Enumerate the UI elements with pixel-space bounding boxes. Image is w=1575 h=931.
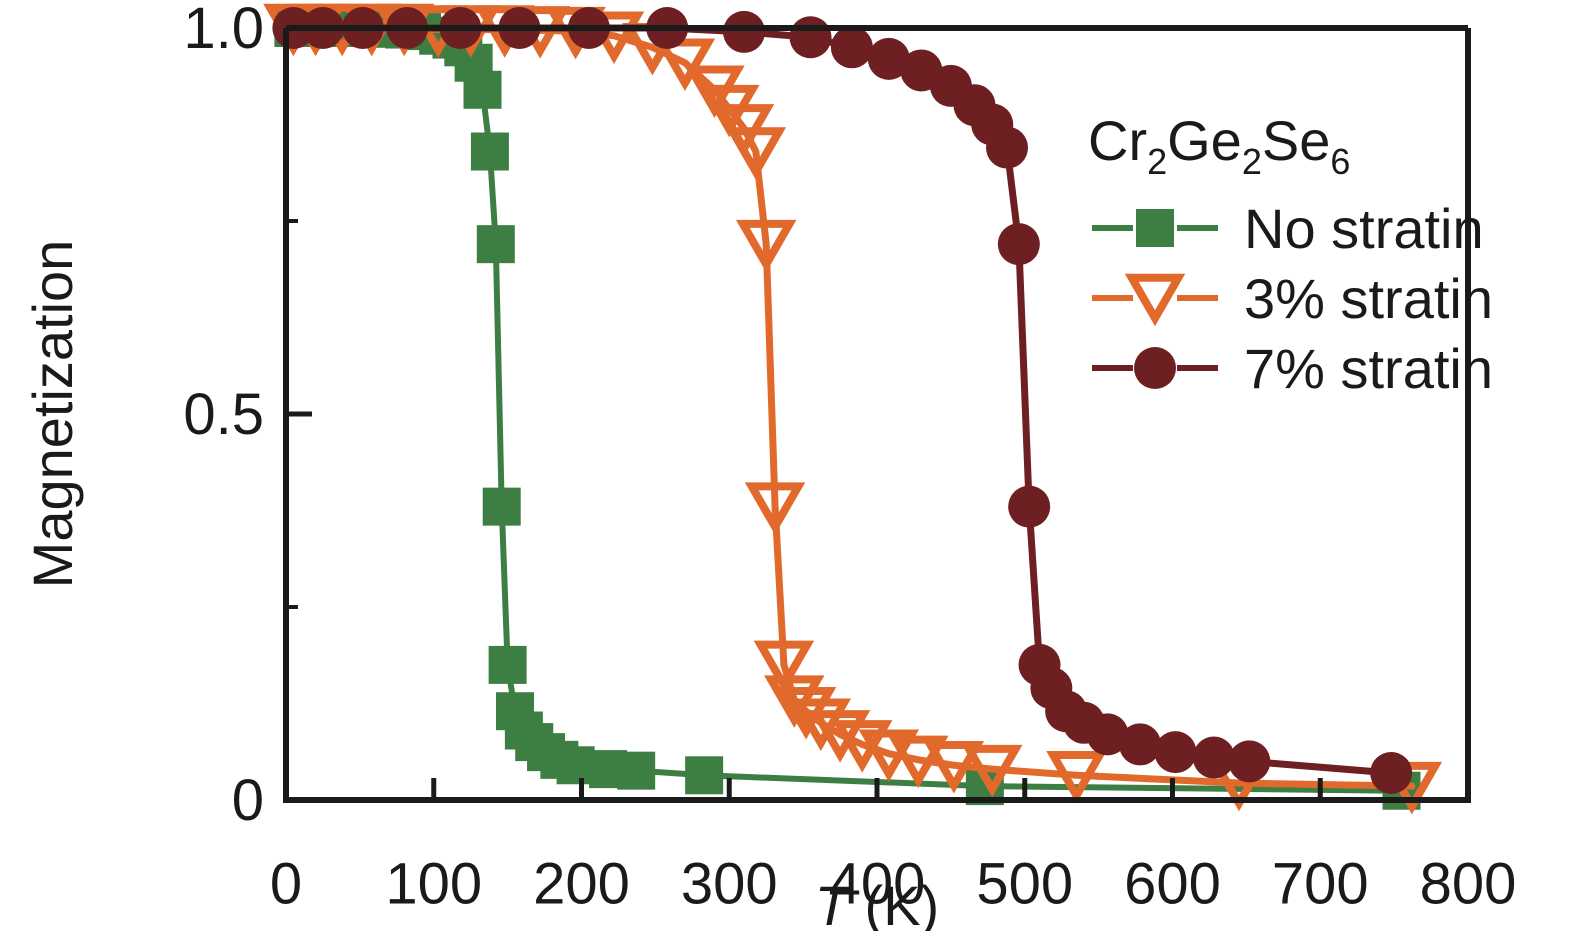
x-tick-label: 600 (1124, 852, 1221, 917)
x-tick-label: 300 (681, 852, 778, 917)
x-tick-label: 100 (385, 852, 482, 917)
x-tick-label: 200 (533, 852, 630, 917)
data-marker-triangle-down (725, 127, 787, 180)
legend-item-no-stratin[interactable]: No stratin (1092, 197, 1484, 260)
axis-labels-layer: 0 100 200 300 400 500 600 700 800 0 0.5 1.0 T (K) Mag… (21, 0, 1516, 931)
legend-formula-part-2: Ge (1167, 109, 1242, 172)
x-tick-label: 800 (1420, 852, 1517, 917)
data-marker-circle (1192, 736, 1235, 779)
x-tick-label: 700 (1272, 852, 1369, 917)
data-marker-circle (723, 10, 766, 53)
data-marker-circle (997, 223, 1040, 266)
data-marker-triangle-down (1046, 751, 1107, 804)
data-marker-circle (986, 126, 1029, 169)
data-marker-circle (1370, 751, 1413, 794)
data-marker-triangle-down (735, 219, 797, 273)
data-marker-square (685, 756, 724, 795)
series-3-stratin (263, 3, 1443, 815)
data-marker-circle (1118, 723, 1161, 766)
legend-item-label: 7% stratin (1244, 337, 1493, 400)
legend-formula-part-0: Cr (1088, 109, 1147, 172)
data-marker-square (556, 746, 595, 785)
data-marker-square (476, 225, 515, 264)
data-marker-triangle-down (809, 710, 871, 763)
legend-formula-part-3: 2 (1242, 141, 1262, 182)
data-marker-square (463, 70, 502, 109)
data-marker-square (617, 751, 656, 790)
legend-item-label: 3% stratin (1244, 267, 1493, 330)
data-marker-square (470, 132, 509, 171)
legend-item-label: No stratin (1244, 197, 1484, 260)
legend-formula-part-1: 2 (1147, 141, 1167, 182)
data-series-layer (263, 3, 1443, 815)
x-axis-title: T (K) (815, 874, 939, 931)
x-tick-label: 0 (270, 852, 302, 917)
x-tick-label: 500 (976, 852, 1073, 917)
series-7-stratin (272, 7, 1413, 794)
data-marker-triangle-down (753, 640, 815, 694)
legend-item-7-stratin[interactable]: 7% stratin (1092, 337, 1493, 400)
data-marker-triangle-down (888, 735, 949, 789)
y-tick-label: 0.5 (183, 382, 264, 447)
x-tick-label: 400 (829, 852, 926, 917)
data-marker-triangle-down (962, 744, 1023, 798)
data-marker-square (1136, 209, 1174, 247)
data-marker-circle (1134, 347, 1176, 389)
data-marker-circle (867, 37, 910, 80)
data-marker-circle (1154, 731, 1197, 774)
data-marker-triangle-down (923, 741, 985, 794)
y-tick-label: 0 (232, 768, 264, 833)
data-marker-triangle-down (790, 698, 852, 752)
data-marker-square (482, 487, 521, 526)
y-axis-title: Magnetization (21, 240, 84, 589)
y-tick-label: 1.0 (183, 0, 264, 61)
data-marker-square (488, 645, 527, 684)
legend-formula-part-5: 6 (1330, 141, 1350, 182)
data-marker-circle (1008, 485, 1051, 528)
axes-layer (283, 25, 1471, 803)
series-no-stratin (274, 9, 1421, 810)
legend-formula-part-4: Se (1262, 109, 1331, 172)
data-marker-triangle-down (1124, 273, 1186, 327)
data-marker-triangle-down (654, 38, 716, 91)
x-axis-title-unit: (K) (849, 874, 939, 931)
legend-formula: Cr2Ge2Se6 (1088, 109, 1350, 182)
data-marker-circle (1086, 713, 1129, 756)
data-marker-circle (830, 26, 873, 69)
data-marker-triangle-down (744, 482, 806, 535)
data-marker-circle (1228, 740, 1271, 783)
legend-item-3-stratin[interactable]: 3% stratin (1092, 267, 1493, 330)
x-axis-title-symbol: T (815, 874, 853, 931)
data-marker-circle (789, 16, 832, 59)
